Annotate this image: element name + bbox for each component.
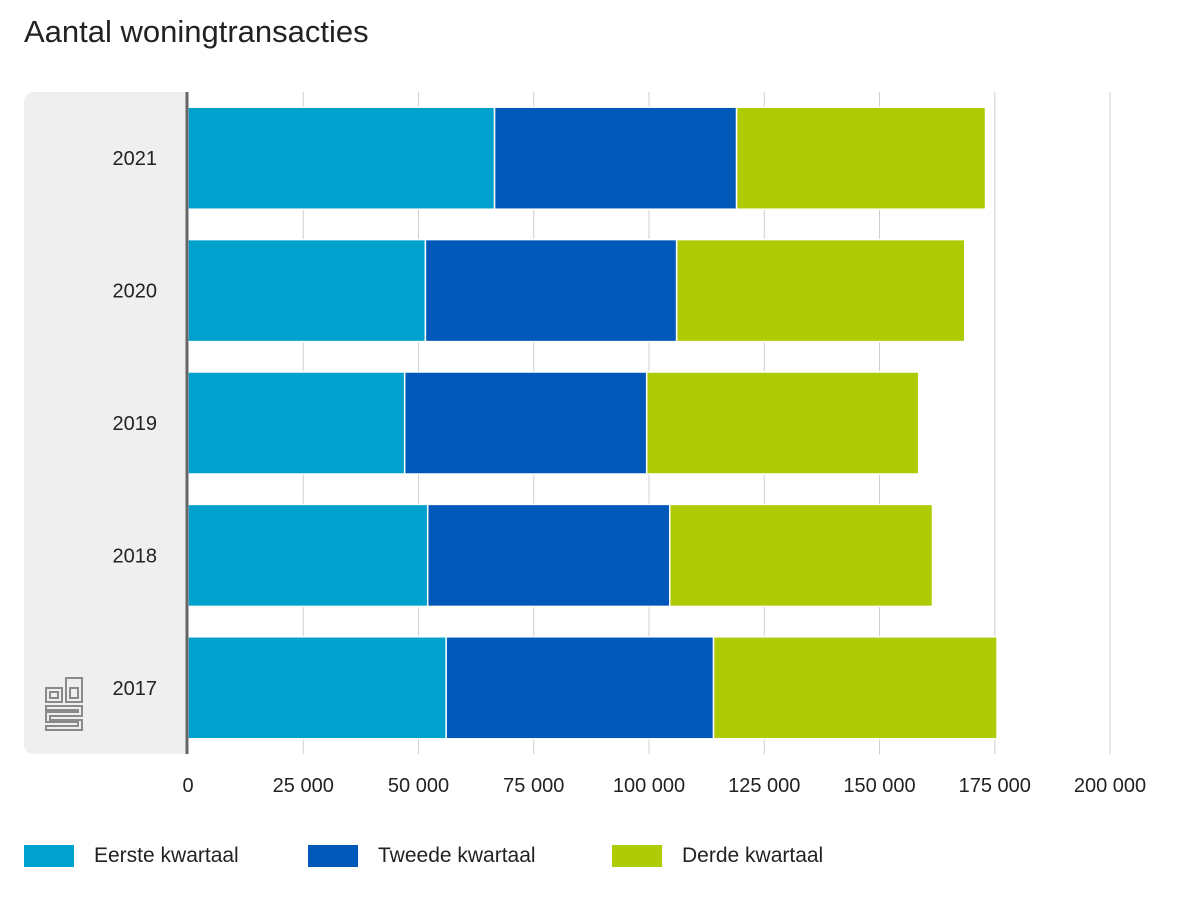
bar-segment xyxy=(645,371,920,475)
bar-segment xyxy=(712,636,998,740)
bar-segment xyxy=(187,371,406,475)
legend-item-tweede[interactable]: Tweede kwartaal xyxy=(308,844,536,868)
legend-item-eerste[interactable]: Eerste kwartaal xyxy=(24,844,239,868)
x-tick-label: 50 000 xyxy=(388,775,449,797)
category-label: 2021 xyxy=(113,148,158,170)
legend-label: Derde kwartaal xyxy=(682,844,824,867)
bar-segment xyxy=(187,238,427,343)
legend-swatch xyxy=(24,845,74,867)
bar-segment xyxy=(668,503,934,608)
category-label: 2018 xyxy=(113,545,158,567)
legend-label: Tweede kwartaal xyxy=(378,844,536,867)
legend-item-derde[interactable]: Derde kwartaal xyxy=(612,844,823,868)
x-tick-label: 100 000 xyxy=(613,775,685,797)
bar-segment xyxy=(187,636,447,740)
bar-segment xyxy=(493,106,738,210)
x-tick-label: 125 000 xyxy=(728,775,800,797)
bar-segment xyxy=(424,238,678,343)
category-label: 2019 xyxy=(113,413,158,435)
bar-segment xyxy=(426,503,671,608)
bar-segment xyxy=(187,106,496,210)
bar-segment xyxy=(445,636,715,740)
x-tick-label: 0 xyxy=(182,775,193,797)
x-tick-label: 75 000 xyxy=(503,775,564,797)
legend-label: Eerste kwartaal xyxy=(94,844,239,867)
x-tick-label: 175 000 xyxy=(959,775,1031,797)
x-tick-label: 200 000 xyxy=(1074,775,1146,797)
category-label: 2017 xyxy=(113,678,158,700)
legend-swatch xyxy=(612,845,662,867)
chart-title: Aantal woningtransacties xyxy=(24,14,369,49)
bar-segment xyxy=(403,371,648,475)
cbs-logo-icon xyxy=(45,677,83,731)
bar-segment xyxy=(735,106,987,210)
x-tick-label: 150 000 xyxy=(843,775,915,797)
category-label: 2020 xyxy=(113,281,158,303)
bar-segment xyxy=(187,503,429,608)
category-panel xyxy=(24,92,186,754)
bar-segment xyxy=(675,238,966,343)
x-tick-label: 25 000 xyxy=(273,775,334,797)
legend-swatch xyxy=(308,845,358,867)
